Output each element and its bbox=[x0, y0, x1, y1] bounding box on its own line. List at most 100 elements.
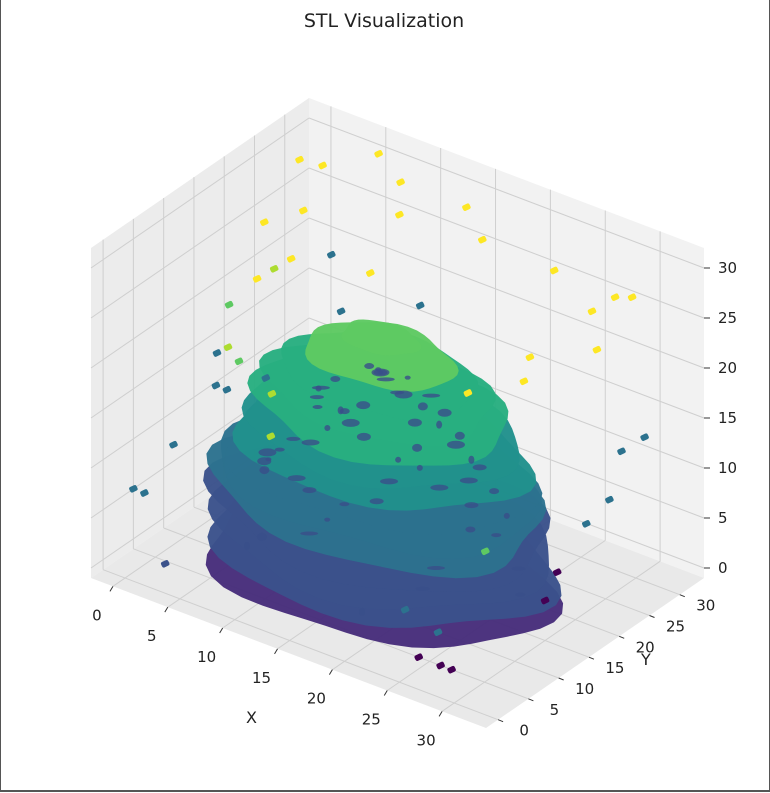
scatter-point bbox=[400, 605, 410, 614]
surface-hole bbox=[256, 532, 267, 541]
surface-hole bbox=[301, 439, 320, 446]
surface-hole bbox=[395, 456, 402, 463]
x-tick-label: 30 bbox=[417, 731, 436, 749]
y-tick-label: 10 bbox=[575, 680, 594, 698]
grid-line bbox=[90, 167, 310, 319]
y-tick-label: 25 bbox=[666, 618, 685, 636]
y-tick-label: 0 bbox=[519, 722, 529, 740]
scatter-point bbox=[463, 389, 473, 397]
scatter-point bbox=[414, 653, 423, 661]
y-tick-label: 5 bbox=[550, 701, 560, 719]
surface-hole bbox=[491, 533, 502, 538]
scatter-point bbox=[605, 495, 614, 504]
scatter-point bbox=[374, 150, 383, 158]
surface-hole bbox=[312, 404, 323, 409]
scatter-point bbox=[327, 250, 336, 259]
surface-hole bbox=[464, 502, 479, 509]
y-axis-label: Y bbox=[640, 650, 651, 669]
surface-hole bbox=[437, 408, 452, 417]
scatter-point bbox=[267, 390, 277, 398]
surface-hole bbox=[446, 440, 465, 449]
surface-hole bbox=[436, 420, 443, 429]
surface-hole bbox=[341, 418, 360, 427]
z-tick-label: 25 bbox=[718, 309, 737, 327]
scatter-point bbox=[462, 203, 471, 211]
scatter-point bbox=[525, 353, 535, 361]
scatter-point bbox=[433, 628, 443, 636]
scatter-point bbox=[396, 178, 405, 186]
scatter-point bbox=[610, 293, 620, 301]
grid-line bbox=[308, 117, 705, 269]
scatter-point bbox=[169, 440, 178, 449]
scatter-point bbox=[540, 596, 550, 605]
surface-hole bbox=[472, 464, 487, 471]
x-tick-mark bbox=[438, 711, 443, 717]
y-tick-mark bbox=[588, 656, 595, 660]
scatter-point bbox=[269, 265, 279, 273]
stl-surface bbox=[203, 319, 564, 649]
surface-hole bbox=[376, 377, 395, 382]
y-tick-mark bbox=[558, 677, 564, 681]
surface-hole bbox=[404, 375, 411, 380]
x-tick-mark bbox=[328, 669, 333, 675]
scatter-point bbox=[260, 218, 269, 226]
surface-hole bbox=[300, 531, 319, 536]
scatter-point bbox=[234, 357, 244, 366]
grid-line bbox=[90, 267, 310, 419]
surface-hole bbox=[380, 478, 399, 485]
grid-line bbox=[308, 217, 705, 369]
x-tick-label: 25 bbox=[362, 711, 381, 729]
scatter-point bbox=[587, 307, 597, 316]
y-tick-mark bbox=[679, 594, 685, 598]
surface-hole bbox=[287, 475, 306, 482]
surface-hole bbox=[324, 424, 331, 431]
surface-hole bbox=[454, 431, 465, 440]
scatter-point bbox=[299, 206, 308, 215]
surface-hole bbox=[468, 455, 475, 464]
scatter-point bbox=[447, 665, 456, 674]
grid-line bbox=[441, 560, 661, 712]
scatter-point bbox=[160, 560, 170, 568]
surface-hole bbox=[503, 512, 510, 519]
scatter-point bbox=[519, 377, 529, 386]
y-tick-mark bbox=[649, 615, 655, 618]
surface-hole bbox=[489, 488, 500, 495]
surface-hole bbox=[430, 484, 449, 491]
tick-labels: 0 5 10 15 20 25 30 0 5 10 15 20 25 30 0 5 10 15 20 25 30 bbox=[92, 259, 737, 749]
scatter-point bbox=[415, 301, 425, 310]
surface-hole bbox=[258, 448, 277, 457]
surface-hole bbox=[515, 592, 526, 597]
scatter-point bbox=[366, 269, 375, 277]
surface-hole bbox=[511, 566, 526, 571]
surface-hole bbox=[259, 466, 270, 475]
z-tick-label: 5 bbox=[718, 509, 728, 527]
surface-hole bbox=[243, 541, 250, 550]
x-tick-mark bbox=[109, 586, 114, 592]
grid-line bbox=[90, 317, 310, 469]
scatter-point bbox=[318, 161, 327, 170]
z-tick-label: 15 bbox=[718, 409, 737, 427]
surface-hole bbox=[274, 447, 285, 452]
surface-hole bbox=[337, 406, 344, 415]
y-tick-mark bbox=[619, 635, 625, 639]
scatter-point bbox=[592, 345, 602, 354]
surface-hole bbox=[311, 385, 330, 390]
surface-hole bbox=[330, 376, 341, 383]
surface-hole bbox=[302, 487, 317, 494]
scatter-point bbox=[266, 432, 276, 441]
x-tick-mark bbox=[164, 606, 169, 613]
grid-line bbox=[90, 117, 310, 269]
grid-line bbox=[308, 267, 705, 419]
scatter-point bbox=[549, 266, 559, 275]
x-axis-label: X bbox=[246, 708, 257, 727]
scatter-point bbox=[129, 485, 138, 493]
y-tick-mark bbox=[528, 698, 534, 702]
scatter-point bbox=[552, 568, 562, 576]
surface-hole bbox=[324, 517, 331, 522]
scatter-point bbox=[481, 547, 490, 556]
scatter-point bbox=[222, 385, 232, 394]
grid-line bbox=[102, 569, 499, 721]
surface-hole bbox=[416, 464, 423, 471]
surface-hole bbox=[364, 363, 375, 370]
